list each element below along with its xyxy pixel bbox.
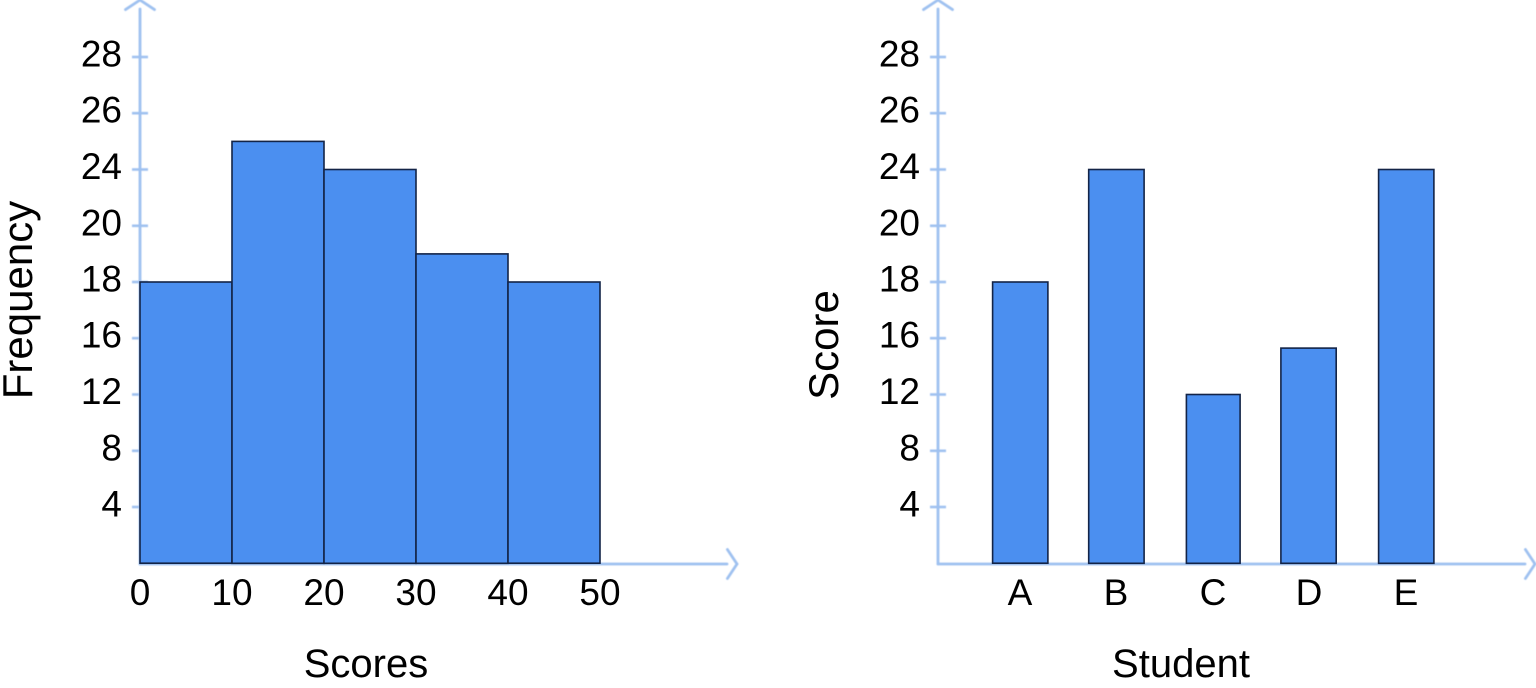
svg-text:0: 0 [130, 572, 151, 613]
svg-text:24: 24 [879, 146, 920, 187]
svg-text:A: A [1008, 572, 1033, 613]
svg-text:20: 20 [303, 572, 344, 613]
svg-text:18: 18 [879, 259, 920, 300]
svg-text:40: 40 [487, 572, 528, 613]
svg-text:4: 4 [101, 484, 122, 525]
svg-text:20: 20 [879, 202, 920, 243]
svg-text:Student: Student [1112, 642, 1250, 686]
svg-text:4: 4 [899, 484, 920, 525]
svg-text:Score: Score [800, 290, 847, 400]
svg-text:20: 20 [81, 202, 122, 243]
svg-text:50: 50 [579, 572, 620, 613]
svg-text:18: 18 [81, 259, 122, 300]
svg-text:12: 12 [879, 371, 920, 412]
svg-text:10: 10 [211, 572, 252, 613]
svg-text:B: B [1104, 572, 1129, 613]
svg-text:8: 8 [899, 427, 920, 468]
svg-text:26: 26 [81, 90, 122, 131]
svg-text:16: 16 [879, 315, 920, 356]
svg-text:Frequency: Frequency [0, 201, 41, 399]
svg-text:16: 16 [81, 315, 122, 356]
svg-text:30: 30 [395, 572, 436, 613]
svg-text:24: 24 [81, 146, 122, 187]
svg-text:C: C [1200, 572, 1227, 613]
svg-text:E: E [1394, 572, 1419, 613]
svg-text:28: 28 [81, 34, 122, 75]
svg-text:28: 28 [879, 34, 920, 75]
svg-text:12: 12 [81, 371, 122, 412]
svg-text:8: 8 [101, 427, 122, 468]
svg-text:Scores: Scores [304, 642, 429, 686]
svg-text:26: 26 [879, 90, 920, 131]
svg-text:D: D [1296, 572, 1323, 613]
